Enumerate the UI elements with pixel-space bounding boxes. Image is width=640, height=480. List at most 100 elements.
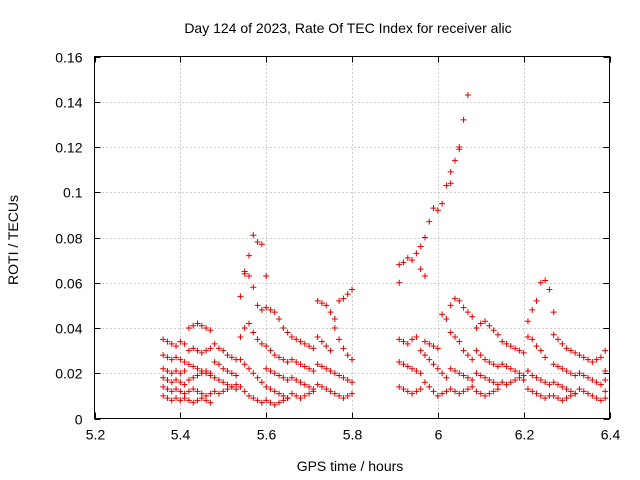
data-point (507, 379, 514, 386)
data-point (396, 279, 403, 286)
data-point (409, 257, 416, 264)
data-point (233, 381, 240, 388)
data-point (426, 383, 433, 390)
data-point (585, 356, 592, 363)
data-point (177, 379, 184, 386)
data-point (546, 381, 553, 388)
data-point (207, 370, 214, 377)
y-tick-label: 0 (75, 412, 83, 428)
data-point (400, 259, 407, 266)
data-point (237, 334, 244, 341)
data-point (602, 395, 609, 402)
data-point (567, 392, 574, 399)
data-point (533, 390, 540, 397)
data-point (250, 329, 257, 336)
data-point (499, 338, 506, 345)
data-point (323, 343, 330, 350)
data-point (267, 306, 274, 313)
data-point (177, 370, 184, 377)
data-point (215, 345, 222, 352)
data-point (246, 252, 252, 259)
data-point (555, 395, 561, 402)
data-point (336, 372, 343, 379)
data-point (177, 356, 184, 363)
data-point (306, 383, 313, 390)
x-tick-label: 6.2 (515, 427, 535, 443)
data-point (173, 367, 180, 374)
data-point (482, 374, 489, 381)
data-point (597, 354, 604, 361)
data-point (293, 358, 300, 365)
data-point (164, 377, 171, 384)
data-point (198, 370, 205, 377)
data-point (301, 340, 308, 347)
data-point (207, 399, 214, 406)
y-tick-label: 0.12 (55, 140, 82, 156)
data-point (194, 388, 201, 395)
data-point (409, 365, 416, 372)
data-point (181, 381, 188, 388)
data-point (529, 388, 536, 395)
data-point (589, 392, 596, 399)
data-point (297, 361, 304, 368)
data-point (576, 352, 583, 359)
data-point (241, 388, 248, 395)
data-point (190, 399, 197, 406)
data-point (421, 352, 428, 359)
data-point (542, 277, 549, 284)
data-point (430, 343, 437, 350)
data-point (486, 322, 493, 329)
data-point (246, 320, 252, 327)
data-point (490, 327, 497, 334)
data-point (185, 377, 192, 384)
x-axis-label: GPS time / hours (297, 458, 404, 474)
data-point (580, 388, 587, 395)
data-point (254, 239, 261, 246)
data-point (331, 325, 338, 331)
data-point (318, 383, 325, 390)
data-point (267, 367, 274, 374)
data-point (250, 395, 257, 402)
data-point (447, 302, 454, 309)
data-point (228, 370, 235, 377)
x-tick-label: 5.6 (257, 427, 277, 443)
data-point (542, 354, 549, 361)
data-point (477, 352, 484, 359)
data-point (529, 336, 536, 343)
data-point (185, 325, 192, 331)
data-point (220, 388, 227, 395)
data-point (194, 372, 201, 379)
data-point (211, 374, 218, 381)
data-point (593, 395, 600, 402)
data-point (452, 367, 458, 374)
x-tick-label: 5.8 (343, 427, 363, 443)
data-point (246, 272, 252, 279)
data-point (318, 338, 325, 345)
data-point (344, 392, 351, 399)
data-point (271, 388, 278, 395)
data-point (460, 304, 467, 311)
data-point (258, 399, 265, 406)
data-point (520, 377, 527, 384)
data-point (572, 349, 579, 356)
data-point (327, 309, 334, 316)
data-point (456, 338, 463, 345)
data-point (293, 392, 300, 399)
data-point (443, 374, 450, 381)
data-point (542, 379, 549, 386)
data-point (293, 377, 300, 384)
data-point (421, 338, 428, 345)
data-point (400, 338, 407, 345)
data-point (482, 356, 489, 363)
data-point (464, 352, 471, 359)
data-point (430, 205, 437, 212)
data-point (473, 325, 480, 331)
y-tick-label: 0.08 (55, 231, 82, 247)
data-point (555, 336, 561, 343)
data-point (168, 356, 175, 363)
data-point (168, 397, 175, 404)
data-point (559, 340, 566, 347)
data-point (237, 383, 244, 390)
data-point (263, 343, 270, 350)
data-point (160, 374, 167, 381)
